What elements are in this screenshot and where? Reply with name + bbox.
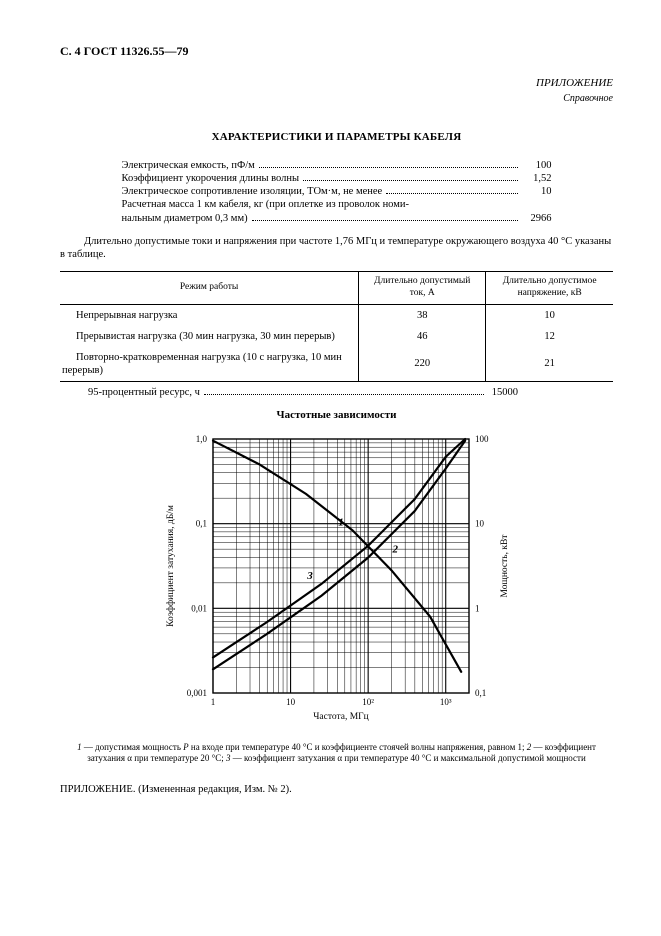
svg-text:0,1: 0,1 bbox=[475, 688, 486, 698]
modes-table: Режим работыДлительно допустимый ток, АД… bbox=[60, 271, 613, 382]
spec-list: Электрическая емкость, пФ/м100Коэффициен… bbox=[122, 159, 552, 225]
svg-text:Мощность, кВт: Мощность, кВт bbox=[500, 534, 510, 598]
svg-text:3: 3 bbox=[306, 570, 313, 582]
svg-text:0,01: 0,01 bbox=[191, 603, 207, 613]
table-header: Режим работы bbox=[60, 271, 359, 304]
svg-text:Коэффициент затухания, дБ/м: Коэффициент затухания, дБ/м bbox=[165, 505, 176, 627]
dots bbox=[252, 220, 518, 221]
dots bbox=[259, 167, 518, 168]
page-header: С. 4 ГОСТ 11326.55—79 bbox=[60, 44, 613, 59]
spec-row: Электрическая емкость, пФ/м 100 bbox=[122, 159, 552, 172]
appendix-label: ПРИЛОЖЕНИЕ bbox=[60, 77, 613, 91]
table-cell: 220 bbox=[359, 347, 486, 382]
svg-text:Частота, МГц: Частота, МГц bbox=[313, 712, 369, 722]
spec-label: Электрическое сопротивление изоляции, ТО… bbox=[122, 185, 383, 198]
dots bbox=[204, 394, 484, 395]
spec-label: нальным диаметром 0,3 мм) bbox=[122, 212, 248, 225]
table-row: Прерывистая нагрузка (30 мин нагрузка, 3… bbox=[60, 326, 613, 347]
svg-text:2: 2 bbox=[391, 544, 398, 556]
spec-value: 10 bbox=[522, 185, 552, 198]
svg-text:100: 100 bbox=[475, 434, 489, 444]
table-cell: Прерывистая нагрузка (30 мин нагрузка, 3… bbox=[60, 326, 359, 347]
spec-label: Электрическая емкость, пФ/м bbox=[122, 159, 255, 172]
table-row: Непрерывная нагрузка3810 bbox=[60, 304, 613, 326]
table-cell: 46 bbox=[359, 326, 486, 347]
table-cell: 38 bbox=[359, 304, 486, 326]
intro-paragraph: Длительно допустимые токи и напряжения п… bbox=[60, 235, 613, 261]
spec-label: Расчетная масса 1 км кабеля, кг (при опл… bbox=[122, 198, 410, 211]
spec-value: 1,52 bbox=[522, 172, 552, 185]
chart-container: 1 10 10² 10³ Частота, МГц 0,001 0,01 0,1 1,0 Коэф… bbox=[60, 429, 613, 734]
spec-row: Расчетная масса 1 км кабеля, кг (при опл… bbox=[122, 198, 552, 211]
chart-title: Частотные зависимости bbox=[60, 409, 613, 423]
spec-row: нальным диаметром 0,3 мм) 2966 bbox=[122, 212, 552, 225]
resource-row: 95-процентный ресурс, ч 15000 bbox=[88, 386, 518, 399]
page: С. 4 ГОСТ 11326.55—79 ПРИЛОЖЕНИЕ Справоч… bbox=[0, 0, 661, 936]
section-title: ХАРАКТЕРИСТИКИ И ПАРАМЕТРЫ КАБЕЛЯ bbox=[60, 131, 613, 145]
dots bbox=[303, 180, 517, 181]
svg-text:1: 1 bbox=[210, 697, 215, 707]
table-cell: 21 bbox=[486, 347, 613, 382]
resource-value: 15000 bbox=[488, 386, 518, 399]
spec-row: Электрическое сопротивление изоляции, ТО… bbox=[122, 185, 552, 198]
table-cell: Непрерывная нагрузка bbox=[60, 304, 359, 326]
svg-text:1,0: 1,0 bbox=[195, 434, 207, 444]
spec-row: Коэффициент укорочения длины волны 1,52 bbox=[122, 172, 552, 185]
amendment-note: ПРИЛОЖЕНИЕ. (Измененная редакция, Изм. №… bbox=[60, 783, 613, 796]
svg-text:10: 10 bbox=[286, 697, 296, 707]
appendix-sublabel: Справочное bbox=[60, 93, 613, 106]
table-cell: Повторно-кратковременная нагрузка (10 с … bbox=[60, 347, 359, 382]
spec-label: Коэффициент укорочения длины волны bbox=[122, 172, 300, 185]
table-cell: 10 bbox=[486, 304, 613, 326]
svg-text:10²: 10² bbox=[362, 697, 374, 707]
svg-text:10: 10 bbox=[475, 519, 485, 529]
chart-legend: 1 — допустимая мощность P на входе при т… bbox=[70, 742, 603, 765]
svg-text:0,1: 0,1 bbox=[195, 519, 206, 529]
dots bbox=[386, 193, 517, 194]
svg-text:1: 1 bbox=[475, 603, 480, 613]
table-cell: 12 bbox=[486, 326, 613, 347]
frequency-chart: 1 10 10² 10³ Частота, МГц 0,001 0,01 0,1 1,0 Коэф… bbox=[157, 429, 517, 729]
spec-value: 2966 bbox=[522, 212, 552, 225]
table-header: Длительно допустимый ток, А bbox=[359, 271, 486, 304]
table-row: Повторно-кратковременная нагрузка (10 с … bbox=[60, 347, 613, 382]
table-header: Длительно допустимое напряжение, кВ bbox=[486, 271, 613, 304]
resource-label: 95-процентный ресурс, ч bbox=[88, 386, 200, 399]
svg-text:10³: 10³ bbox=[439, 697, 451, 707]
svg-text:0,001: 0,001 bbox=[186, 688, 206, 698]
spec-value: 100 bbox=[522, 159, 552, 172]
svg-text:1: 1 bbox=[338, 516, 344, 528]
